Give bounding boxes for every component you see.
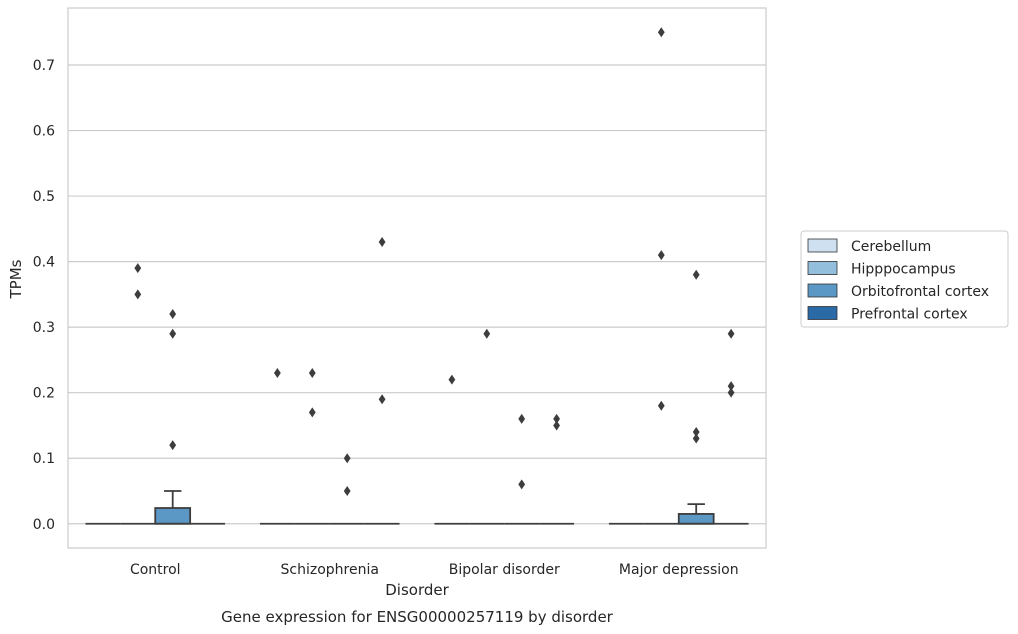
- outlier-point: [657, 250, 665, 261]
- plot-frame: [67, 7, 767, 549]
- outlier-point: [169, 328, 177, 339]
- y-tick-label: 0.1: [33, 451, 55, 467]
- y-tick-label: 0.5: [33, 189, 55, 205]
- x-tick-label: Major depression: [619, 562, 739, 578]
- legend: Cerebellum Hipppocampus Orbitofrontal cort…: [800, 230, 1009, 328]
- outlier-point: [727, 381, 735, 392]
- outlier-point: [274, 368, 281, 379]
- y-tick-labels: 0.0 0.1 0.2 0.3 0.4 0.5 0.6 0.7: [33, 58, 55, 533]
- outlier-point: [343, 485, 351, 496]
- y-tick-label: 0.4: [33, 255, 55, 271]
- outlier-point: [692, 427, 700, 438]
- x-tick-label: Bipolar disorder: [449, 562, 560, 578]
- outlier-point: [483, 328, 491, 339]
- outlier-point: [378, 394, 386, 405]
- outlier-point: [308, 407, 316, 418]
- x-tick-labels: Control Schizophrenia Bipolar disorder Majo…: [130, 562, 739, 578]
- legend-swatch: [807, 261, 838, 275]
- y-tick-label: 0.3: [33, 320, 55, 336]
- legend-label: Prefrontal cortex: [851, 307, 968, 323]
- outlier-point: [657, 400, 665, 411]
- outlier-point: [518, 479, 526, 490]
- outlier-point: [727, 387, 735, 398]
- legend-swatch: [807, 238, 838, 253]
- outlier-point: [308, 368, 316, 379]
- box-orbitofrontal-cortex: [154, 490, 192, 525]
- y-tick-label: 0.0: [33, 517, 55, 533]
- y-tick-label: 0.7: [33, 58, 55, 74]
- legend-swatch: [807, 283, 838, 298]
- outlier-point: [448, 374, 456, 385]
- outlier-point: [169, 309, 177, 320]
- outlier-point: [518, 413, 526, 424]
- box-orbitofrontal-cortex: [677, 503, 715, 525]
- x-tick-label: Control: [130, 562, 181, 578]
- legend-label: Orbitofrontal cortex: [851, 284, 989, 300]
- outlier-point: [692, 269, 700, 280]
- box-body: [154, 507, 192, 525]
- y-tick-label: 0.2: [33, 386, 55, 402]
- outlier-point: [657, 27, 665, 38]
- figure-caption: Gene expression for ENSG00000257119 by d…: [221, 608, 614, 626]
- y-axis-label: TPMs: [7, 259, 25, 299]
- outliers: [134, 27, 735, 496]
- y-tick-label: 0.6: [33, 124, 55, 140]
- legend-label: Hipppocampus: [851, 262, 956, 278]
- outlier-point: [553, 420, 560, 431]
- x-tick-label: Schizophrenia: [281, 562, 379, 578]
- outlier-point: [343, 453, 351, 464]
- outlier-point: [692, 433, 700, 444]
- boxes: [85, 490, 749, 525]
- box-body: [677, 513, 715, 525]
- outlier-point: [553, 413, 560, 424]
- outlier-point: [134, 263, 142, 274]
- outlier-point: [169, 440, 177, 451]
- x-axis-label: Disorder: [385, 581, 449, 599]
- outlier-point: [727, 328, 735, 339]
- outlier-point: [378, 236, 386, 247]
- legend-frame: [800, 230, 1009, 328]
- outlier-point: [134, 289, 142, 300]
- legend-swatch: [807, 306, 838, 320]
- legend-label: Cerebellum: [851, 239, 931, 255]
- grid-lines: [68, 64, 766, 525]
